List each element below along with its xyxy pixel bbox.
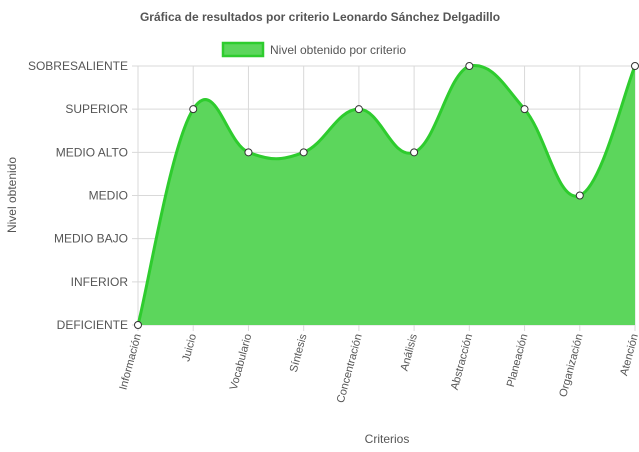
y-axis: DEFICIENTE INFERIOR MEDIO BAJO MEDIO MEDIO A… — [28, 59, 128, 332]
x-axis-label: Criterios — [365, 432, 410, 446]
y-axis-label: Nivel obtenido — [5, 157, 19, 233]
data-point[interactable] — [299, 148, 308, 157]
chart-title: Gráfica de resultados por criterio Leona… — [140, 10, 500, 24]
legend-swatch — [221, 41, 265, 58]
data-point[interactable] — [244, 148, 253, 157]
x-tick-label: Información — [117, 333, 143, 392]
x-tick-label: Organización — [557, 333, 585, 399]
data-point[interactable] — [189, 105, 198, 114]
series-line — [136, 64, 637, 326]
y-tick-label: SUPERIOR — [65, 102, 128, 116]
legend[interactable]: Nivel obtenido por criterio — [221, 41, 406, 58]
x-tick-label: Vocabulario — [228, 333, 254, 392]
x-tick-label: Atención — [618, 333, 639, 377]
y-tick-label: MEDIO ALTO — [56, 145, 128, 159]
plot-area — [136, 64, 637, 326]
data-point[interactable] — [631, 62, 639, 70]
x-tick-label: Juicio — [180, 333, 199, 363]
x-tick-label: Análisis — [399, 332, 421, 372]
y-tick-label: MEDIO BAJO — [54, 232, 128, 246]
x-tick-label: Concentración — [335, 333, 365, 405]
legend-label: Nivel obtenido por criterio — [270, 43, 406, 57]
data-points — [134, 62, 639, 329]
data-point[interactable] — [520, 105, 529, 114]
x-axis: Información Juicio Vocabulario Síntesis Conc… — [117, 332, 639, 404]
x-tick-label: Abstracción — [449, 333, 475, 392]
y-tick-label: MEDIO — [89, 189, 128, 203]
data-point[interactable] — [465, 62, 474, 70]
data-point[interactable] — [410, 148, 419, 157]
x-tick-label: Síntesis — [288, 332, 310, 373]
data-point[interactable] — [354, 105, 363, 114]
data-point[interactable] — [134, 321, 142, 329]
series-area — [138, 65, 635, 325]
x-tick-label: Planeación — [505, 333, 531, 389]
y-tick-label: SOBRESALIENTE — [28, 59, 128, 73]
data-point[interactable] — [575, 191, 584, 200]
y-tick-label: INFERIOR — [71, 275, 129, 289]
y-tick-label: DEFICIENTE — [57, 318, 128, 332]
